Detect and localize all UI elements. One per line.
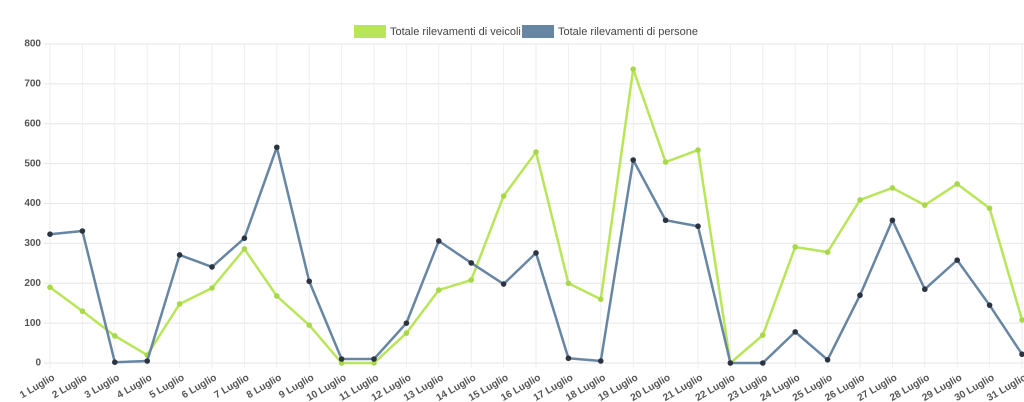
x-tick-label: 4 Luglio xyxy=(115,372,154,401)
data-point xyxy=(630,66,636,72)
data-point xyxy=(760,360,766,366)
data-point xyxy=(954,181,960,187)
y-tick-label: 200 xyxy=(24,278,41,289)
data-point xyxy=(565,280,572,287)
data-point xyxy=(403,330,410,336)
data-point xyxy=(274,293,280,299)
x-tick-label: 8 Luglio xyxy=(245,372,284,401)
data-point xyxy=(533,149,539,155)
y-tick-label: 700 xyxy=(24,79,41,90)
data-point xyxy=(889,217,896,224)
legend-label: Totale rilevamenti di veicoli xyxy=(390,26,521,38)
data-point xyxy=(306,322,313,328)
data-point xyxy=(47,284,53,291)
data-point xyxy=(857,197,863,203)
x-tick-label: 6 Luglio xyxy=(180,372,219,401)
data-point xyxy=(144,358,150,364)
data-point xyxy=(338,356,345,362)
data-point xyxy=(176,301,183,307)
data-point xyxy=(598,358,604,364)
data-point xyxy=(436,238,442,244)
data-point xyxy=(922,202,928,208)
data-point xyxy=(662,217,669,224)
y-tick-label: 0 xyxy=(35,358,41,369)
data-point xyxy=(533,250,539,256)
data-point xyxy=(176,252,183,258)
y-tick-label: 300 xyxy=(24,238,41,249)
data-point xyxy=(209,285,215,291)
legend: Totale rilevamenti di veicoli Totale ril… xyxy=(354,25,698,38)
data-point xyxy=(338,360,345,366)
x-tick-label: 7 Luglio xyxy=(213,372,252,401)
y-tick-label: 400 xyxy=(24,198,41,209)
data-point xyxy=(760,332,766,338)
data-point xyxy=(371,356,377,362)
x-tick-label: 1 Luglio xyxy=(18,372,57,401)
legend-label: Totale rilevamenti di persone xyxy=(558,26,698,38)
y-tick-label: 500 xyxy=(24,158,41,169)
data-point xyxy=(727,360,734,366)
data-point xyxy=(986,302,993,308)
data-point xyxy=(468,277,475,283)
x-tick-label: 2 Luglio xyxy=(51,372,90,401)
data-point xyxy=(79,228,86,234)
data-point xyxy=(1019,317,1024,323)
data-point xyxy=(274,144,280,151)
data-point xyxy=(209,264,215,270)
data-point xyxy=(403,320,410,326)
data-point xyxy=(598,296,604,303)
data-point xyxy=(371,360,377,366)
y-tick-label: 600 xyxy=(24,118,41,129)
data-point xyxy=(792,244,798,250)
y-tick-label: 800 xyxy=(24,39,41,50)
data-point xyxy=(468,260,475,266)
legend-swatch xyxy=(354,25,386,38)
data-point xyxy=(662,159,669,165)
y-tick-label: 100 xyxy=(24,318,41,329)
data-point xyxy=(986,205,993,212)
data-point xyxy=(889,185,896,191)
data-point xyxy=(112,359,118,366)
x-tick-label: 5 Luglio xyxy=(148,372,187,401)
data-point xyxy=(47,231,53,238)
data-point xyxy=(824,357,831,363)
data-point xyxy=(306,278,313,285)
data-point xyxy=(954,257,960,263)
data-point xyxy=(922,286,928,293)
data-point xyxy=(695,147,701,153)
data-point xyxy=(565,355,572,362)
data-point xyxy=(630,157,636,163)
data-point xyxy=(500,193,507,199)
data-point xyxy=(112,333,118,339)
data-point xyxy=(241,246,248,252)
x-tick-label: 3 Luglio xyxy=(83,372,122,401)
data-point xyxy=(695,223,701,230)
data-point xyxy=(500,281,507,287)
data-point xyxy=(857,292,863,299)
data-point xyxy=(824,249,831,255)
data-point xyxy=(792,329,798,335)
data-point xyxy=(1019,351,1024,358)
data-point xyxy=(241,235,248,241)
legend-swatch xyxy=(522,25,554,38)
data-point xyxy=(436,287,442,293)
data-point xyxy=(79,308,86,314)
